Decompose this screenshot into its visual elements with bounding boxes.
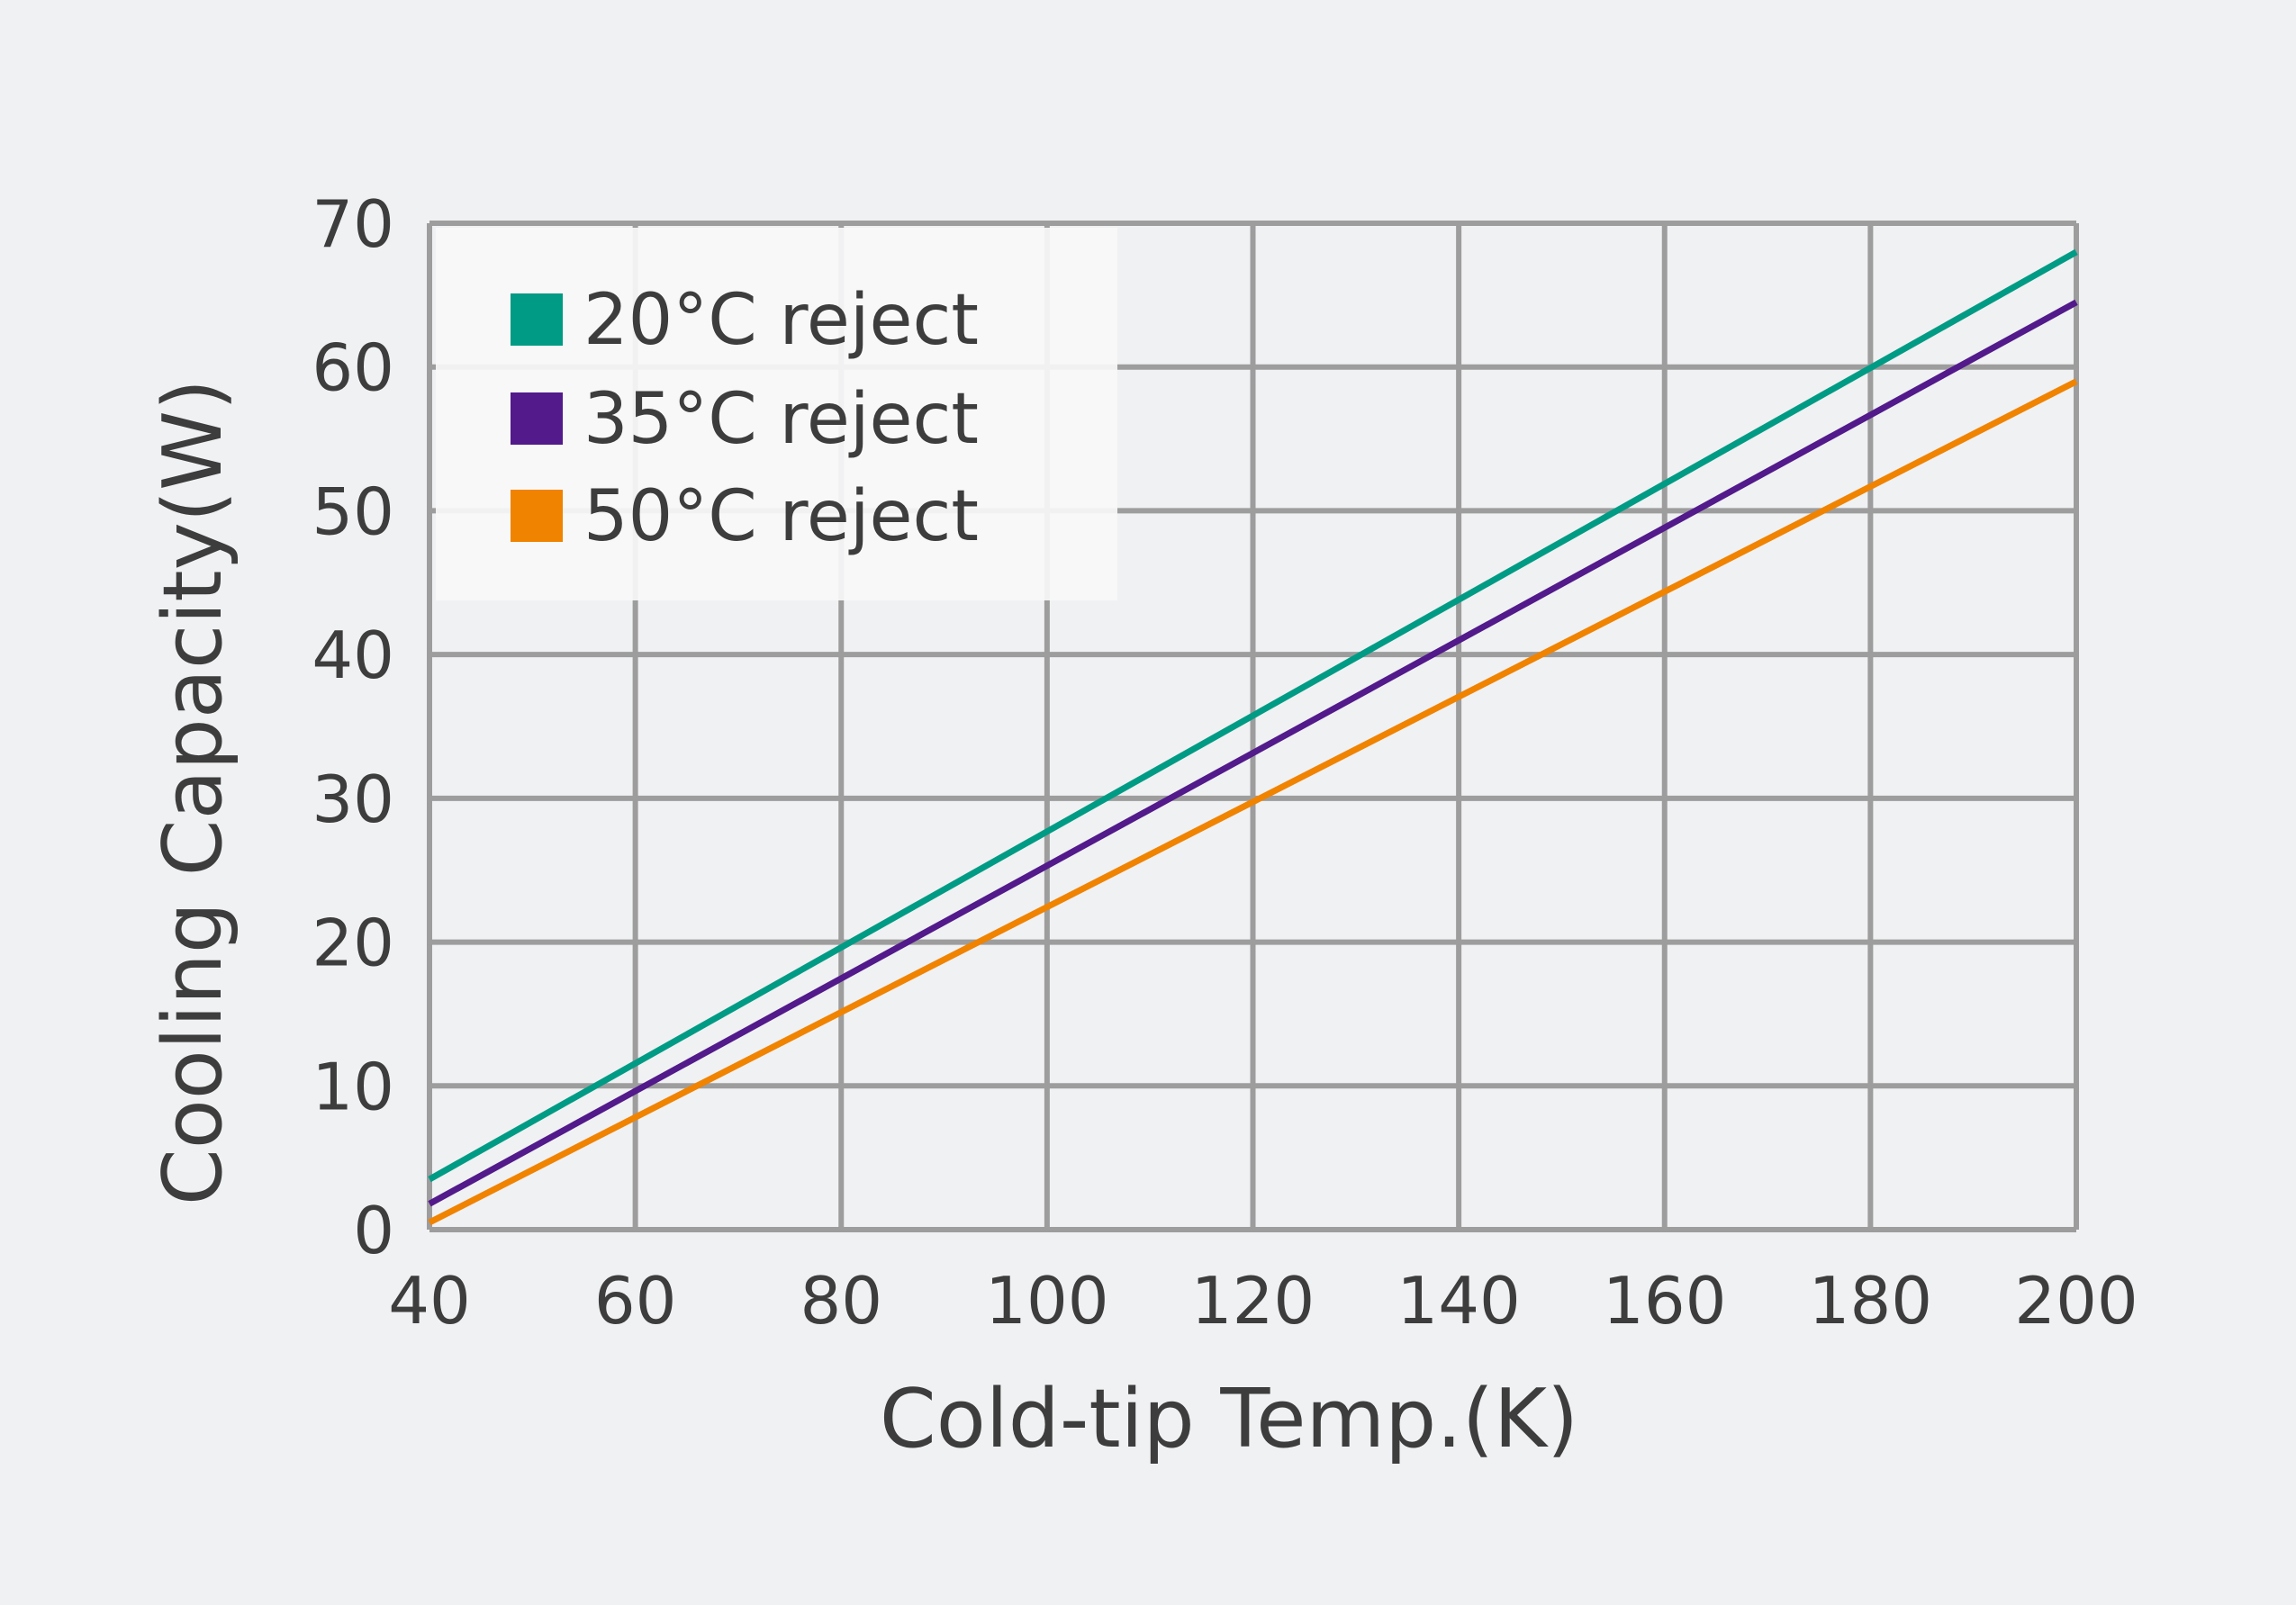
legend-swatch (511, 490, 563, 542)
y-tick-label: 10 (312, 1049, 394, 1124)
y-tick-label: 70 (312, 186, 394, 262)
x-tick-label: 40 (388, 1263, 471, 1339)
x-tick-labels: 40 60 80 100 120 140 160 180 200 (388, 1263, 2138, 1339)
legend-swatch (511, 392, 563, 445)
y-tick-label: 40 (312, 618, 394, 693)
x-tick-label: 60 (594, 1263, 677, 1339)
x-tick-label: 160 (1603, 1263, 1726, 1339)
x-tick-label: 140 (1397, 1263, 1520, 1339)
legend: 20°C reject 35°C reject 50°C reject (436, 228, 1117, 600)
y-tick-label: 60 (312, 330, 394, 406)
series-line (428, 299, 2078, 1207)
series-line (428, 248, 2078, 1183)
y-tick-label: 0 (353, 1193, 394, 1268)
y-axis-label: Cooling Capacity(W) (146, 379, 240, 1205)
x-tick-label: 200 (2014, 1263, 2138, 1339)
series-lines (428, 248, 2078, 1226)
x-tick-label: 120 (1191, 1263, 1315, 1339)
legend-label: 35°C reject (583, 379, 979, 460)
y-tick-label: 30 (312, 762, 394, 837)
y-tick-labels: 0 10 20 30 40 50 60 70 (312, 186, 394, 1268)
legend-label: 50°C reject (583, 476, 979, 557)
x-tick-label: 100 (985, 1263, 1108, 1339)
y-tick-label: 20 (312, 906, 394, 981)
x-axis-label: Cold-tip Temp.(K) (880, 1372, 1578, 1466)
legend-swatch (511, 293, 563, 346)
legend-label: 20°C reject (583, 280, 979, 361)
x-tick-label: 80 (800, 1263, 882, 1339)
y-tick-label: 50 (312, 473, 394, 549)
series-line (428, 378, 2078, 1226)
x-tick-label: 180 (1809, 1263, 1932, 1339)
